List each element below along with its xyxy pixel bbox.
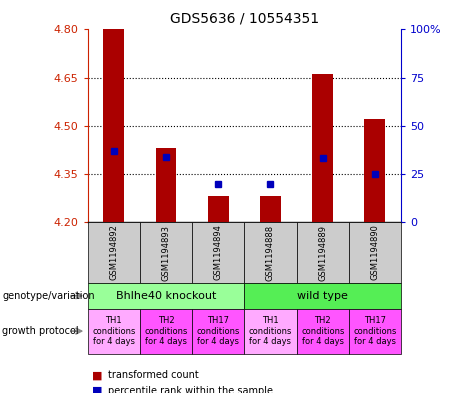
Text: TH2
conditions
for 4 days: TH2 conditions for 4 days [301, 316, 344, 346]
Bar [155, 148, 177, 222]
Text: GSM1194892: GSM1194892 [109, 224, 118, 281]
Text: TH17
conditions
for 4 days: TH17 conditions for 4 days [196, 316, 240, 346]
Text: TH1
conditions
for 4 days: TH1 conditions for 4 days [92, 316, 136, 346]
Text: Bhlhe40 knockout: Bhlhe40 knockout [116, 291, 216, 301]
Title: GDS5636 / 10554351: GDS5636 / 10554351 [170, 11, 319, 26]
Bar [365, 119, 385, 222]
Text: growth protocol: growth protocol [2, 326, 79, 336]
Text: TH17
conditions
for 4 days: TH17 conditions for 4 days [353, 316, 396, 346]
Text: TH1
conditions
for 4 days: TH1 conditions for 4 days [249, 316, 292, 346]
Text: ■: ■ [92, 386, 103, 393]
Text: GSM1194890: GSM1194890 [371, 224, 379, 281]
Text: ■: ■ [92, 370, 103, 380]
Bar [208, 196, 229, 222]
Bar [103, 29, 124, 222]
Text: percentile rank within the sample: percentile rank within the sample [108, 386, 273, 393]
Text: GSM1194894: GSM1194894 [214, 224, 223, 281]
Text: wild type: wild type [297, 291, 348, 301]
Bar [312, 74, 333, 222]
Text: GSM1194888: GSM1194888 [266, 224, 275, 281]
Text: genotype/variation: genotype/variation [2, 291, 95, 301]
Text: GSM1194889: GSM1194889 [318, 224, 327, 281]
Bar [260, 196, 281, 222]
Text: GSM1194893: GSM1194893 [161, 224, 171, 281]
Text: transformed count: transformed count [108, 370, 199, 380]
Text: TH2
conditions
for 4 days: TH2 conditions for 4 days [144, 316, 188, 346]
